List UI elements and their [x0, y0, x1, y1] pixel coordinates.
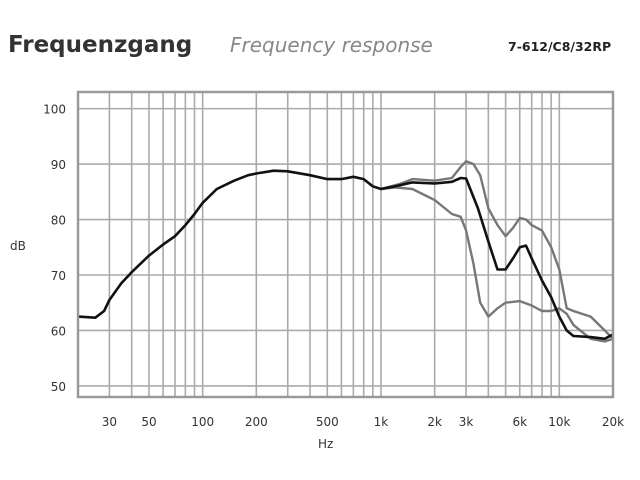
x-tick-label: 50 [141, 415, 156, 429]
x-tick-label: 30 [102, 415, 117, 429]
x-tick-label: 200 [245, 415, 268, 429]
y-axis-label: dB [10, 239, 26, 253]
y-tick-label: 100 [43, 103, 66, 117]
series-line-2 [380, 186, 614, 343]
x-tick-label: 2k [427, 415, 442, 429]
model-number: 7-612/C8/32RP [508, 39, 611, 54]
x-tick-label: 6k [512, 415, 527, 429]
y-tick-label: 50 [51, 380, 66, 394]
y-tick-label: 80 [51, 214, 66, 228]
y-tick-labels: 50 60 70 80 90 100 [43, 103, 66, 394]
chart-title: Frequenzgang [8, 32, 192, 58]
x-tick-label: 3k [459, 415, 474, 429]
x-tick-label: 1k [374, 415, 389, 429]
plot-frame [76, 90, 615, 399]
grid [78, 92, 613, 397]
y-tick-label: 90 [51, 158, 66, 172]
chart-subtitle: Frequency response [230, 33, 433, 57]
y-tick-label: 70 [51, 269, 66, 283]
y-tick-label: 60 [51, 324, 66, 338]
x-axis-label: Hz [318, 437, 333, 451]
x-tick-label: 500 [316, 415, 339, 429]
series-line-3 [77, 169, 614, 341]
x-tick-label: 10k [548, 415, 570, 429]
series-line-1 [380, 160, 614, 340]
x-tick-label: 20k [602, 415, 624, 429]
x-tick-labels: 30 50 100 200 500 1k 2k 3k 6k 10k 20k [102, 415, 624, 429]
series-group [77, 160, 614, 343]
x-tick-label: 100 [191, 415, 214, 429]
